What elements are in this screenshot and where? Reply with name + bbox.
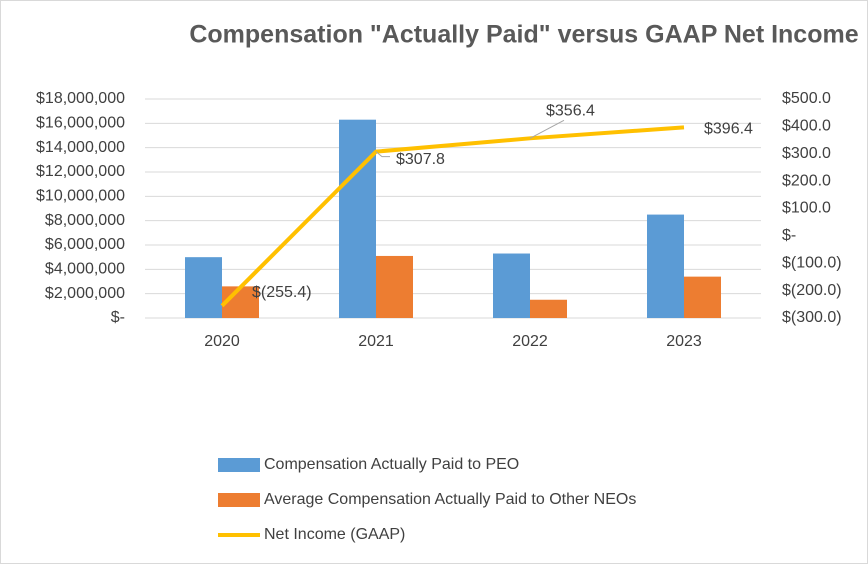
legend-label: Net Income (GAAP) — [264, 526, 405, 543]
y-tick-label: $4,000,000 — [45, 261, 125, 278]
legend-label: Average Compensation Actually Paid to Ot… — [264, 491, 636, 508]
x-tick-label: 2020 — [204, 333, 240, 350]
y-tick-label: $10,000,000 — [36, 188, 125, 205]
data-label: $396.4 — [704, 121, 753, 138]
y-tick-label: $2,000,000 — [45, 285, 125, 302]
bar — [530, 299, 567, 318]
y2-tick-label: $200.0 — [782, 172, 831, 189]
y2-tick-label: $400.0 — [782, 118, 831, 135]
line-series — [220, 125, 685, 308]
x-tick-label: 2022 — [512, 333, 548, 350]
y-tick-label: $18,000,000 — [36, 90, 125, 107]
y2-tick-label: $(200.0) — [782, 282, 842, 299]
leader-line — [375, 151, 390, 158]
y-tick-label: $16,000,000 — [36, 115, 125, 132]
bar — [376, 255, 413, 318]
y-tick-label: $14,000,000 — [36, 139, 125, 156]
x-tick-label: 2021 — [358, 333, 394, 350]
y2-tick-label: $300.0 — [782, 145, 831, 162]
legend-swatch — [218, 493, 260, 507]
y2-tick-label: $500.0 — [782, 90, 831, 107]
data-label: $307.8 — [396, 151, 445, 168]
bar — [493, 253, 530, 318]
y-tick-label: $12,000,000 — [36, 163, 125, 180]
bar — [684, 276, 721, 318]
y2-tick-label: $(100.0) — [782, 254, 842, 271]
data-label: $356.4 — [546, 103, 595, 120]
legend-label: Compensation Actually Paid to PEO — [264, 456, 519, 473]
y2-tick-label: $100.0 — [782, 200, 831, 217]
legend-swatch — [218, 458, 260, 472]
y-tick-label: $8,000,000 — [45, 212, 125, 229]
bar — [647, 214, 684, 318]
bar — [185, 257, 222, 318]
y2-tick-label: $(300.0) — [782, 309, 842, 326]
y-tick-label: $- — [111, 309, 125, 326]
leader-line — [529, 119, 565, 139]
bar — [339, 119, 376, 318]
y-tick-label: $6,000,000 — [45, 236, 125, 253]
y2-tick-label: $- — [782, 227, 796, 244]
chart-title: Compensation "Actually Paid" versus GAAP… — [189, 21, 858, 49]
data-label: $(255.4) — [252, 284, 312, 301]
x-tick-label: 2023 — [666, 333, 702, 350]
